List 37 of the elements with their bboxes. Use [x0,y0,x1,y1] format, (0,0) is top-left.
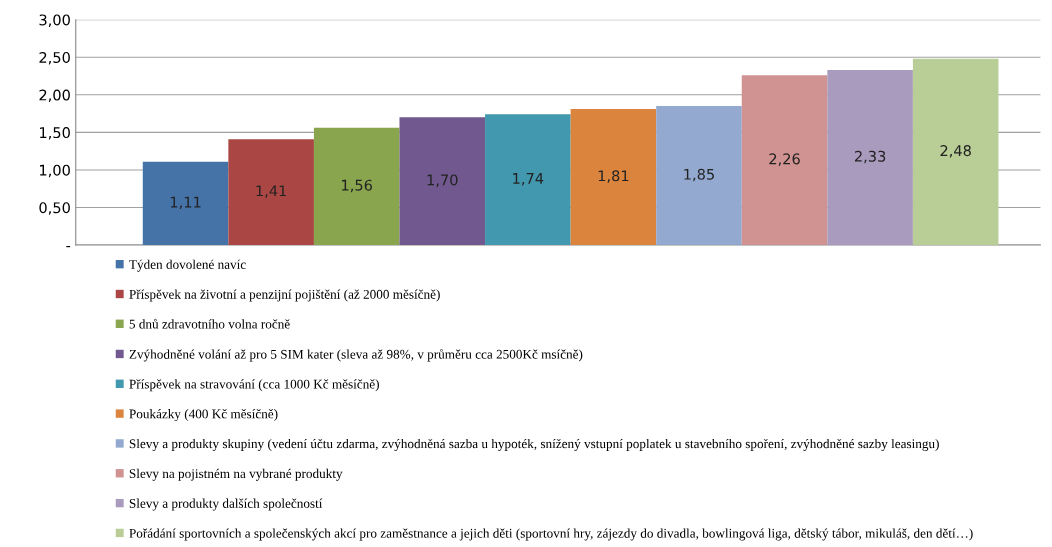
bar [142,161,229,246]
data-label: 1,56 [342,179,373,193]
bar [570,109,657,246]
legend-label: Slevy na pojistném na vybrané produkty [129,468,343,481]
legend-label: Pořádání sportovních a společenských akcí pro zaměstnance a jejich děti (sportovní hry, zájezdy do divadla, bowlingová liga, dětský tábor, mikuláš, den dětí…) [129,528,973,541]
data-label: 2,26 [769,153,800,166]
data-label: 1,85 [684,168,714,182]
legend-label: Příspěvek na stravování (cca 1000 Kč měsíčně) [129,379,379,392]
data-label: 1,81 [598,170,629,183]
legend-label: Příspěvek na životní a penzijní pojištění (až 2000 měsíčně) [129,289,440,302]
bar [656,106,742,246]
data-label: 1,41 [256,185,287,198]
bar [741,75,828,246]
legend-label: Slevy a produkty dalších společností [129,498,323,511]
bar [228,139,314,246]
data-label: 1,74 [513,173,544,186]
legend-label: Poukázky (400 Kč měsíčně) [129,409,278,422]
bar [485,114,571,246]
y-tick-label: 1,50 [40,127,70,140]
bar [827,70,913,246]
bar [399,117,486,246]
y-tick-label: 2,50 [39,51,70,65]
data-label: 2,33 [854,150,886,164]
data-label: 1,70 [427,174,458,187]
legend-label: Zvýhodněné volání až pro 5 SIM kater (sleva až 98%, v průměru cca 2500Kč msíčně) [129,349,583,362]
y-tick-label: 3,00 [39,14,70,27]
y-tick-label: 0,50 [39,202,70,215]
legend-label: Slevy a produkty skupiny (vedení účtu zdarma, zvýhodněná sazba u hypoték, snížený vstupní poplatek u stavebního spoření, zvýhodněné sazby leasingu) [129,438,939,451]
y-tick-label: 2,00 [39,89,70,103]
y-tick-label: 1,00 [40,164,70,178]
bar [912,58,999,246]
data-label: 1,11 [170,196,201,210]
legend-label: 5 dnů zdravotního volna ročně [129,318,290,329]
y-tick-label: - [66,246,71,248]
bar [313,127,400,246]
legend-label: Týden dovolené navíc [129,259,246,272]
data-label: 2,48 [940,145,971,158]
